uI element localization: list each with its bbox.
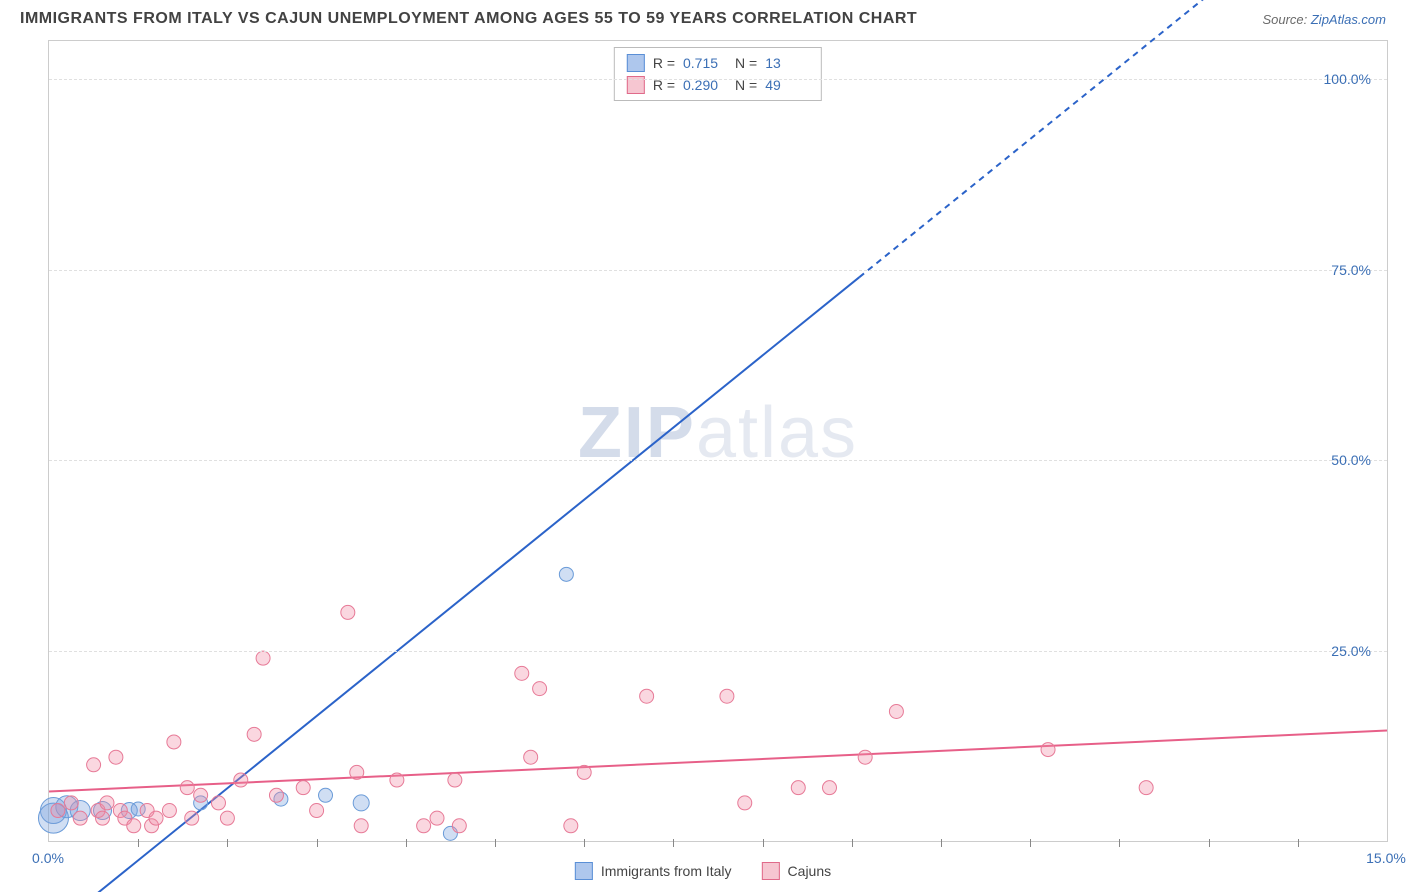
data-point [390,773,404,787]
data-point [310,804,324,818]
gridline [49,651,1387,652]
data-point [100,796,114,810]
data-point [234,773,248,787]
gridline [49,270,1387,271]
legend-label: Immigrants from Italy [601,863,732,879]
legend-swatch [627,54,645,72]
y-tick-label: 25.0% [1331,643,1371,659]
stat-n-value: 13 [765,55,809,71]
data-point [194,788,208,802]
data-point [738,796,752,810]
x-tick [317,839,318,847]
data-point [96,811,110,825]
x-tick [941,839,942,847]
data-point [341,605,355,619]
source-prefix: Source: [1262,12,1310,27]
data-point [350,765,364,779]
x-tick [763,839,764,847]
data-point [127,819,141,833]
stat-r-label: R = [653,55,675,71]
stat-n-label: N = [735,55,757,71]
data-point [577,765,591,779]
data-point [269,788,283,802]
source-link[interactable]: ZipAtlas.com [1311,12,1386,27]
data-point [87,758,101,772]
stat-r-value: 0.715 [683,55,727,71]
data-point [524,750,538,764]
x-tick [584,839,585,847]
data-point [533,682,547,696]
trend-line-dashed [859,0,1387,277]
data-point [64,796,78,810]
data-point [417,819,431,833]
data-point [1041,743,1055,757]
x-tick [1298,839,1299,847]
data-point [51,804,65,818]
data-point [167,735,181,749]
legend-stats: R = 0.715 N = 13 R = 0.290 N = 49 [614,47,822,101]
data-point [149,811,163,825]
trend-line [49,277,859,892]
data-point [1139,781,1153,795]
legend-swatch [575,862,593,880]
data-point [559,567,573,581]
data-point [823,781,837,795]
data-point [319,788,333,802]
plot-svg [49,41,1387,841]
legend-item: Immigrants from Italy [575,862,732,880]
source-attr: Source: ZipAtlas.com [1262,12,1386,27]
data-point [640,689,654,703]
x-tick [495,839,496,847]
data-point [296,781,310,795]
chart-title: IMMIGRANTS FROM ITALY VS CAJUN UNEMPLOYM… [20,10,917,28]
y-tick-label: 75.0% [1331,262,1371,278]
data-point [720,689,734,703]
data-point [247,727,261,741]
data-point [353,795,369,811]
legend-stat-row: R = 0.290 N = 49 [627,74,809,96]
data-point [220,811,234,825]
data-point [452,819,466,833]
x-tick-label: 15.0% [1366,850,1406,866]
legend-swatch [762,862,780,880]
data-point [73,811,87,825]
x-tick [852,839,853,847]
gridline [49,79,1387,80]
legend-stat-row: R = 0.715 N = 13 [627,52,809,74]
data-point [180,781,194,795]
legend-label: Cajuns [788,863,832,879]
data-point [185,811,199,825]
data-point [256,651,270,665]
legend-bottom: Immigrants from Italy Cajuns [575,862,831,880]
data-point [354,819,368,833]
data-point [515,666,529,680]
data-point [791,781,805,795]
data-point [564,819,578,833]
data-point [858,750,872,764]
x-tick [406,839,407,847]
x-tick [673,839,674,847]
x-tick [1209,839,1210,847]
x-tick-label: 0.0% [32,850,64,866]
data-point [448,773,462,787]
gridline [49,460,1387,461]
y-tick-label: 50.0% [1331,452,1371,468]
data-point [430,811,444,825]
y-tick-label: 100.0% [1324,71,1371,87]
x-tick [138,839,139,847]
data-point [211,796,225,810]
x-tick [227,839,228,847]
legend-item: Cajuns [762,862,832,880]
chart-area: ZIPatlas R = 0.715 N = 13 R = 0.290 N = … [48,40,1388,842]
data-point [109,750,123,764]
data-point [889,704,903,718]
data-point [162,804,176,818]
x-tick [1030,839,1031,847]
x-tick [1119,839,1120,847]
